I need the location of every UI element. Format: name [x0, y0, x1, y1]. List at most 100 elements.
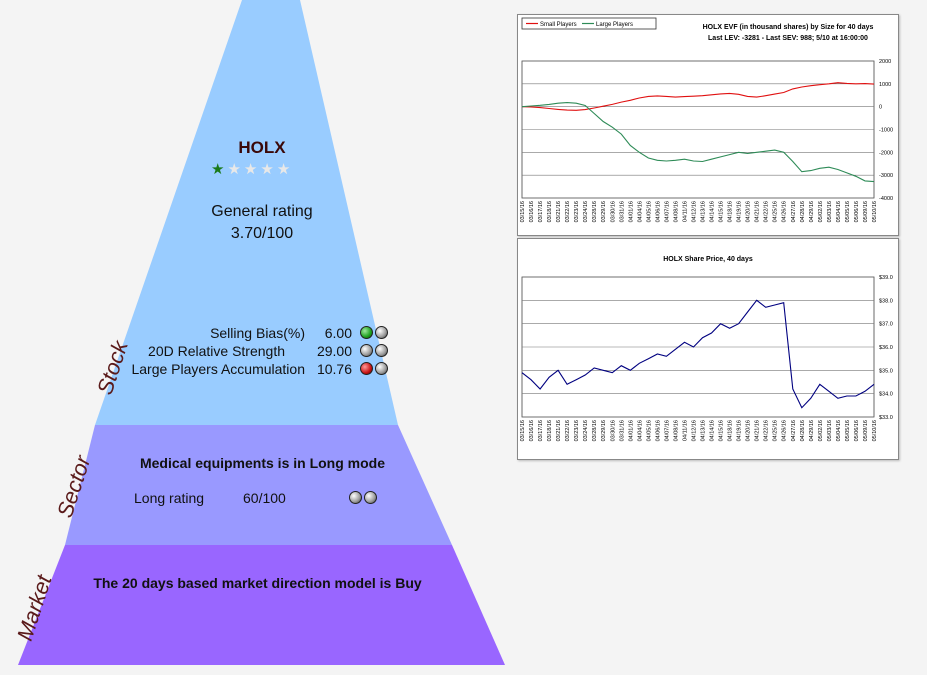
x-tick-label: 03/23/16 — [574, 420, 580, 441]
x-tick-label: 04/18/16 — [728, 420, 734, 441]
x-tick-label: 04/08/16 — [673, 201, 679, 222]
x-tick-label: 04/29/16 — [809, 201, 815, 222]
x-tick-label: 03/23/16 — [574, 201, 580, 222]
x-tick-label: 03/17/16 — [538, 420, 544, 441]
x-axis: 03/15/16 03/16/16 03/17/16 03/18/16 03/21/16… — [520, 201, 878, 222]
x-tick-label: 05/03/16 — [827, 420, 833, 441]
x-tick-label: 04/08/16 — [673, 420, 679, 441]
x-tick-label: 04/26/16 — [782, 420, 788, 441]
x-tick-label: 04/11/16 — [682, 420, 688, 441]
x-tick-label: 03/24/16 — [583, 201, 589, 222]
chart-title: HOLX Share Price, 40 days — [663, 256, 753, 263]
status-light-icon — [360, 326, 373, 340]
general-rating-value: 3.70/100 — [230, 225, 294, 242]
y-tick-label: $38.0 — [879, 298, 893, 304]
x-tick-label: 04/13/16 — [701, 420, 707, 441]
metric-value: 10.76 — [316, 361, 352, 377]
metric-value: 6.00 — [324, 325, 352, 341]
x-tick-label: 03/29/16 — [601, 201, 607, 222]
x-tick-label: 04/25/16 — [773, 420, 779, 441]
x-tick-label: 04/21/16 — [755, 420, 761, 441]
pyramid — [18, 0, 505, 665]
x-tick-label: 03/17/16 — [538, 201, 544, 222]
star-icon: ★ — [243, 161, 261, 178]
x-tick-label: 03/21/16 — [556, 420, 562, 441]
x-tick-label: 04/15/16 — [719, 201, 725, 222]
market-band — [18, 545, 505, 665]
star-icon: ★ — [227, 161, 244, 178]
y-tick-label: 1000 — [879, 82, 891, 88]
metric-value: 29.00 — [316, 343, 352, 359]
share-price-line — [521, 299, 875, 409]
metric-name: 20D Relative Strength — [148, 343, 285, 359]
x-tick-label: 04/01/16 — [628, 420, 634, 441]
x-tick-label: 04/13/16 — [701, 201, 707, 222]
y-tick-label: -1000 — [879, 128, 893, 134]
sector-band — [65, 425, 452, 545]
y-tick-label: -3000 — [879, 173, 893, 179]
x-tick-label: 04/22/16 — [764, 201, 770, 222]
chart-grid — [521, 276, 875, 418]
star-icon: ★ — [211, 161, 228, 178]
y-tick-label: 2000 — [879, 59, 891, 65]
metric-lights — [358, 324, 388, 342]
x-tick-label: 05/09/16 — [863, 420, 869, 441]
large-players-line — [521, 102, 875, 183]
x-tick-label: 05/06/16 — [854, 201, 860, 222]
x-tick-label: 04/21/16 — [755, 201, 761, 222]
x-tick-label: 03/30/16 — [610, 420, 616, 441]
x-tick-label: 05/05/16 — [845, 420, 851, 441]
legend-small-players: Small Players — [540, 22, 577, 28]
status-light-icon — [364, 491, 377, 505]
x-tick-label: 04/12/16 — [691, 420, 697, 441]
x-tick-label: 04/05/16 — [646, 420, 652, 441]
x-tick-label: 03/22/16 — [565, 201, 571, 222]
evf-chart-panel: Small Players Large Players HOLX EVF (in… — [517, 14, 899, 236]
x-tick-label: 03/16/16 — [529, 420, 535, 441]
status-light-icon — [375, 326, 388, 340]
x-tick-label: 03/29/16 — [601, 420, 607, 441]
x-tick-label: 04/12/16 — [691, 201, 697, 222]
small-players-line — [521, 82, 875, 111]
x-tick-label: 03/22/16 — [565, 420, 571, 441]
x-tick-label: 03/24/16 — [583, 420, 589, 441]
chart-grid — [521, 60, 875, 199]
sector-lights — [347, 489, 377, 507]
x-tick-label: 05/06/16 — [854, 420, 860, 441]
x-tick-label: 05/02/16 — [818, 201, 824, 222]
x-tick-label: 05/03/16 — [827, 201, 833, 222]
star-icon: ★ — [276, 161, 294, 178]
x-tick-label: 04/14/16 — [710, 420, 716, 441]
metric-lights — [358, 342, 388, 360]
x-tick-label: 03/21/16 — [556, 201, 562, 222]
metric-name: Selling Bias(%) — [210, 325, 305, 341]
x-tick-label: 04/11/16 — [682, 201, 688, 222]
price-chart: HOLX Share Price, 40 days $39.0 $38.0 $37.… — [520, 256, 893, 441]
metric-name: Large Players Accumulation — [131, 361, 305, 377]
y-tick-label: 0 — [879, 105, 882, 111]
x-tick-label: 03/18/16 — [547, 201, 553, 222]
y-tick-label: -4000 — [879, 196, 893, 202]
status-light-icon — [375, 362, 388, 376]
x-tick-label: 04/25/16 — [773, 201, 779, 222]
legend-large-players: Large Players — [596, 22, 633, 28]
x-tick-label: 04/07/16 — [664, 420, 670, 441]
x-tick-label: 04/27/16 — [791, 201, 797, 222]
y-axis: 2000 1000 0 -1000 -2000 -3000 -4000 — [879, 59, 893, 202]
general-rating-label: General rating — [211, 203, 313, 220]
star-rating: ★★★★★ — [211, 160, 293, 178]
y-tick-label: $35.0 — [879, 368, 893, 374]
x-tick-label: 04/06/16 — [655, 420, 661, 441]
x-tick-label: 05/04/16 — [836, 201, 842, 222]
x-tick-label: 05/09/16 — [863, 201, 869, 222]
x-tick-label: 04/26/16 — [782, 201, 788, 222]
x-tick-label: 04/07/16 — [664, 201, 670, 222]
y-tick-label: $37.0 — [879, 322, 893, 328]
x-tick-label: 05/10/16 — [872, 420, 878, 441]
x-tick-label: 04/06/16 — [655, 201, 661, 222]
market-title: The 20 days based market direction model… — [93, 575, 422, 591]
chart-title: HOLX EVF (in thousand shares) by Size fo… — [703, 24, 874, 31]
x-axis: 03/15/16 03/16/16 03/17/16 03/18/16 03/21/16… — [520, 420, 878, 441]
price-chart-panel: HOLX Share Price, 40 days $39.0 $38.0 $37.… — [517, 238, 899, 460]
x-tick-label: 03/18/16 — [547, 420, 553, 441]
